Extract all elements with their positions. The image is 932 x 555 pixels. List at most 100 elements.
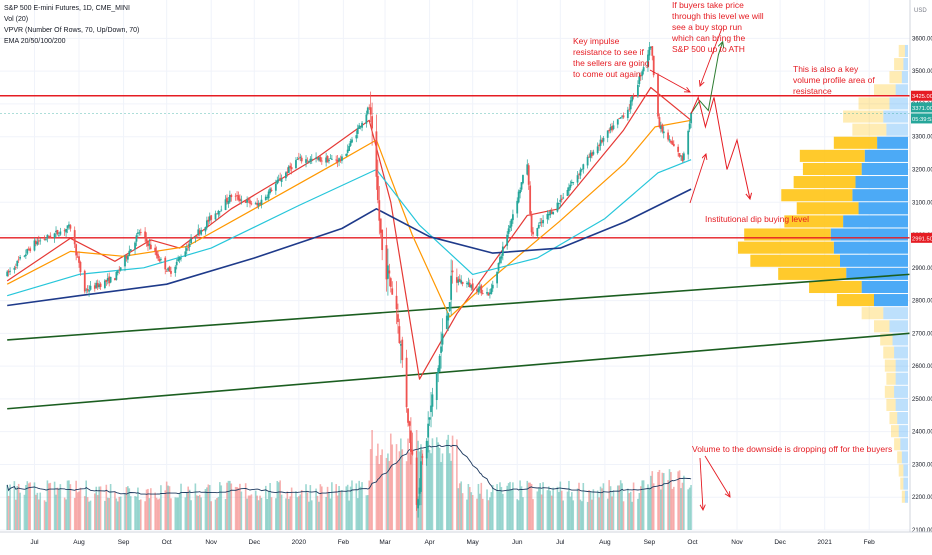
candle-body [376,175,379,200]
candle-body [591,152,593,157]
legend-title[interactable]: S&P 500 E-mini Futures, 1D, CME_MINI [4,5,130,12]
volume-bar [639,486,642,530]
volume-bar [377,443,379,530]
candle-body [562,197,565,199]
volume-bar [480,482,483,530]
candle-body [639,74,642,77]
candle-body [532,231,534,235]
volume-bar [466,499,468,530]
candle-body [128,250,131,256]
candle-body [636,84,639,97]
volume-bar [88,501,90,530]
volume-bar [117,501,119,530]
volume-bar [592,489,595,530]
volume-bar [678,470,681,530]
candle-body [601,139,603,143]
candle-body [115,272,118,280]
candle-body [461,281,464,284]
volume-bar [335,484,337,530]
legend-vpvr[interactable]: VPVR (Number Of Rows, 70, Up/Down, 70) [4,27,140,34]
volume-bar [114,492,116,530]
volume-bar [220,485,223,530]
volume-bar [687,489,689,530]
volume-bar [670,472,672,530]
candle-body [448,302,451,312]
candle-body [55,230,57,233]
candle-body [116,271,119,273]
volume-bar [33,482,36,530]
price-tick-label: 2200.00 [912,495,932,501]
volume-bar [280,494,283,530]
volume-bar [76,492,79,530]
price-tick-label: 3500.00 [912,69,932,75]
candle-body [290,167,293,170]
volume-bar [502,493,504,530]
price-badge-label: 3425.00 [912,94,932,100]
volume-bar [588,489,590,530]
volume-profile-up [901,71,908,84]
candle-body [139,232,142,233]
candle-body [207,219,210,222]
volume-bar [667,480,669,530]
volume-bar [78,491,80,530]
candle-body [616,119,619,125]
candle-body [124,255,126,267]
volume-bar [671,488,674,530]
candle-body [409,430,412,452]
candle-body [184,251,187,257]
ema-200-line [7,188,692,307]
legend-ema[interactable]: EMA 20/50/100/200 [4,38,66,45]
volume-bar [359,486,362,530]
volume-bar [37,499,40,530]
volume-bar [652,483,655,530]
candle-body [246,199,249,203]
bearish-projection-path [690,95,750,199]
volume-bar [150,488,152,530]
volume-bar [559,481,562,530]
volume-bar [683,475,685,530]
volume-bar [602,483,605,530]
candle-body [319,156,322,162]
candle-body [316,157,319,159]
candle-body [46,234,49,238]
annotation-dip: Institutional dip buying level [705,214,809,224]
volume-bar [500,486,503,530]
candle-body [19,256,22,259]
candle-body [520,182,523,190]
candle-body [662,131,665,134]
volume-bar [137,487,139,530]
volume-bar [315,488,317,530]
volume-profile-up [861,162,908,176]
candle-body [197,229,200,235]
candle-body [204,227,207,232]
candle-body [471,283,474,290]
candle-body [417,499,419,509]
candle-body [69,225,72,229]
volume-bar [13,481,16,530]
volume-bar [27,483,30,530]
volume-bar [612,490,615,530]
volume-bar [198,494,201,530]
candle-body [109,276,112,283]
volume-bar [109,484,112,530]
volume-profile-up [897,412,908,425]
volume-bar [520,486,523,530]
candle-body [76,256,79,258]
candle-body [187,247,190,249]
volume-bar [56,487,59,530]
trendline [7,332,910,410]
volume-bar [7,495,10,530]
volume-bar [289,496,292,530]
volume-bar [458,483,461,530]
candle-body [537,224,540,229]
candle-body [622,115,625,118]
volume-bar [175,497,178,530]
volume-bar [440,462,442,530]
volume-bar [190,500,192,530]
candle-body [418,487,421,494]
candle-body [589,152,592,158]
price-tick-label: 3600.00 [912,36,932,42]
volume-bar [98,486,100,530]
legend-vol[interactable]: Vol (20) [4,16,29,23]
